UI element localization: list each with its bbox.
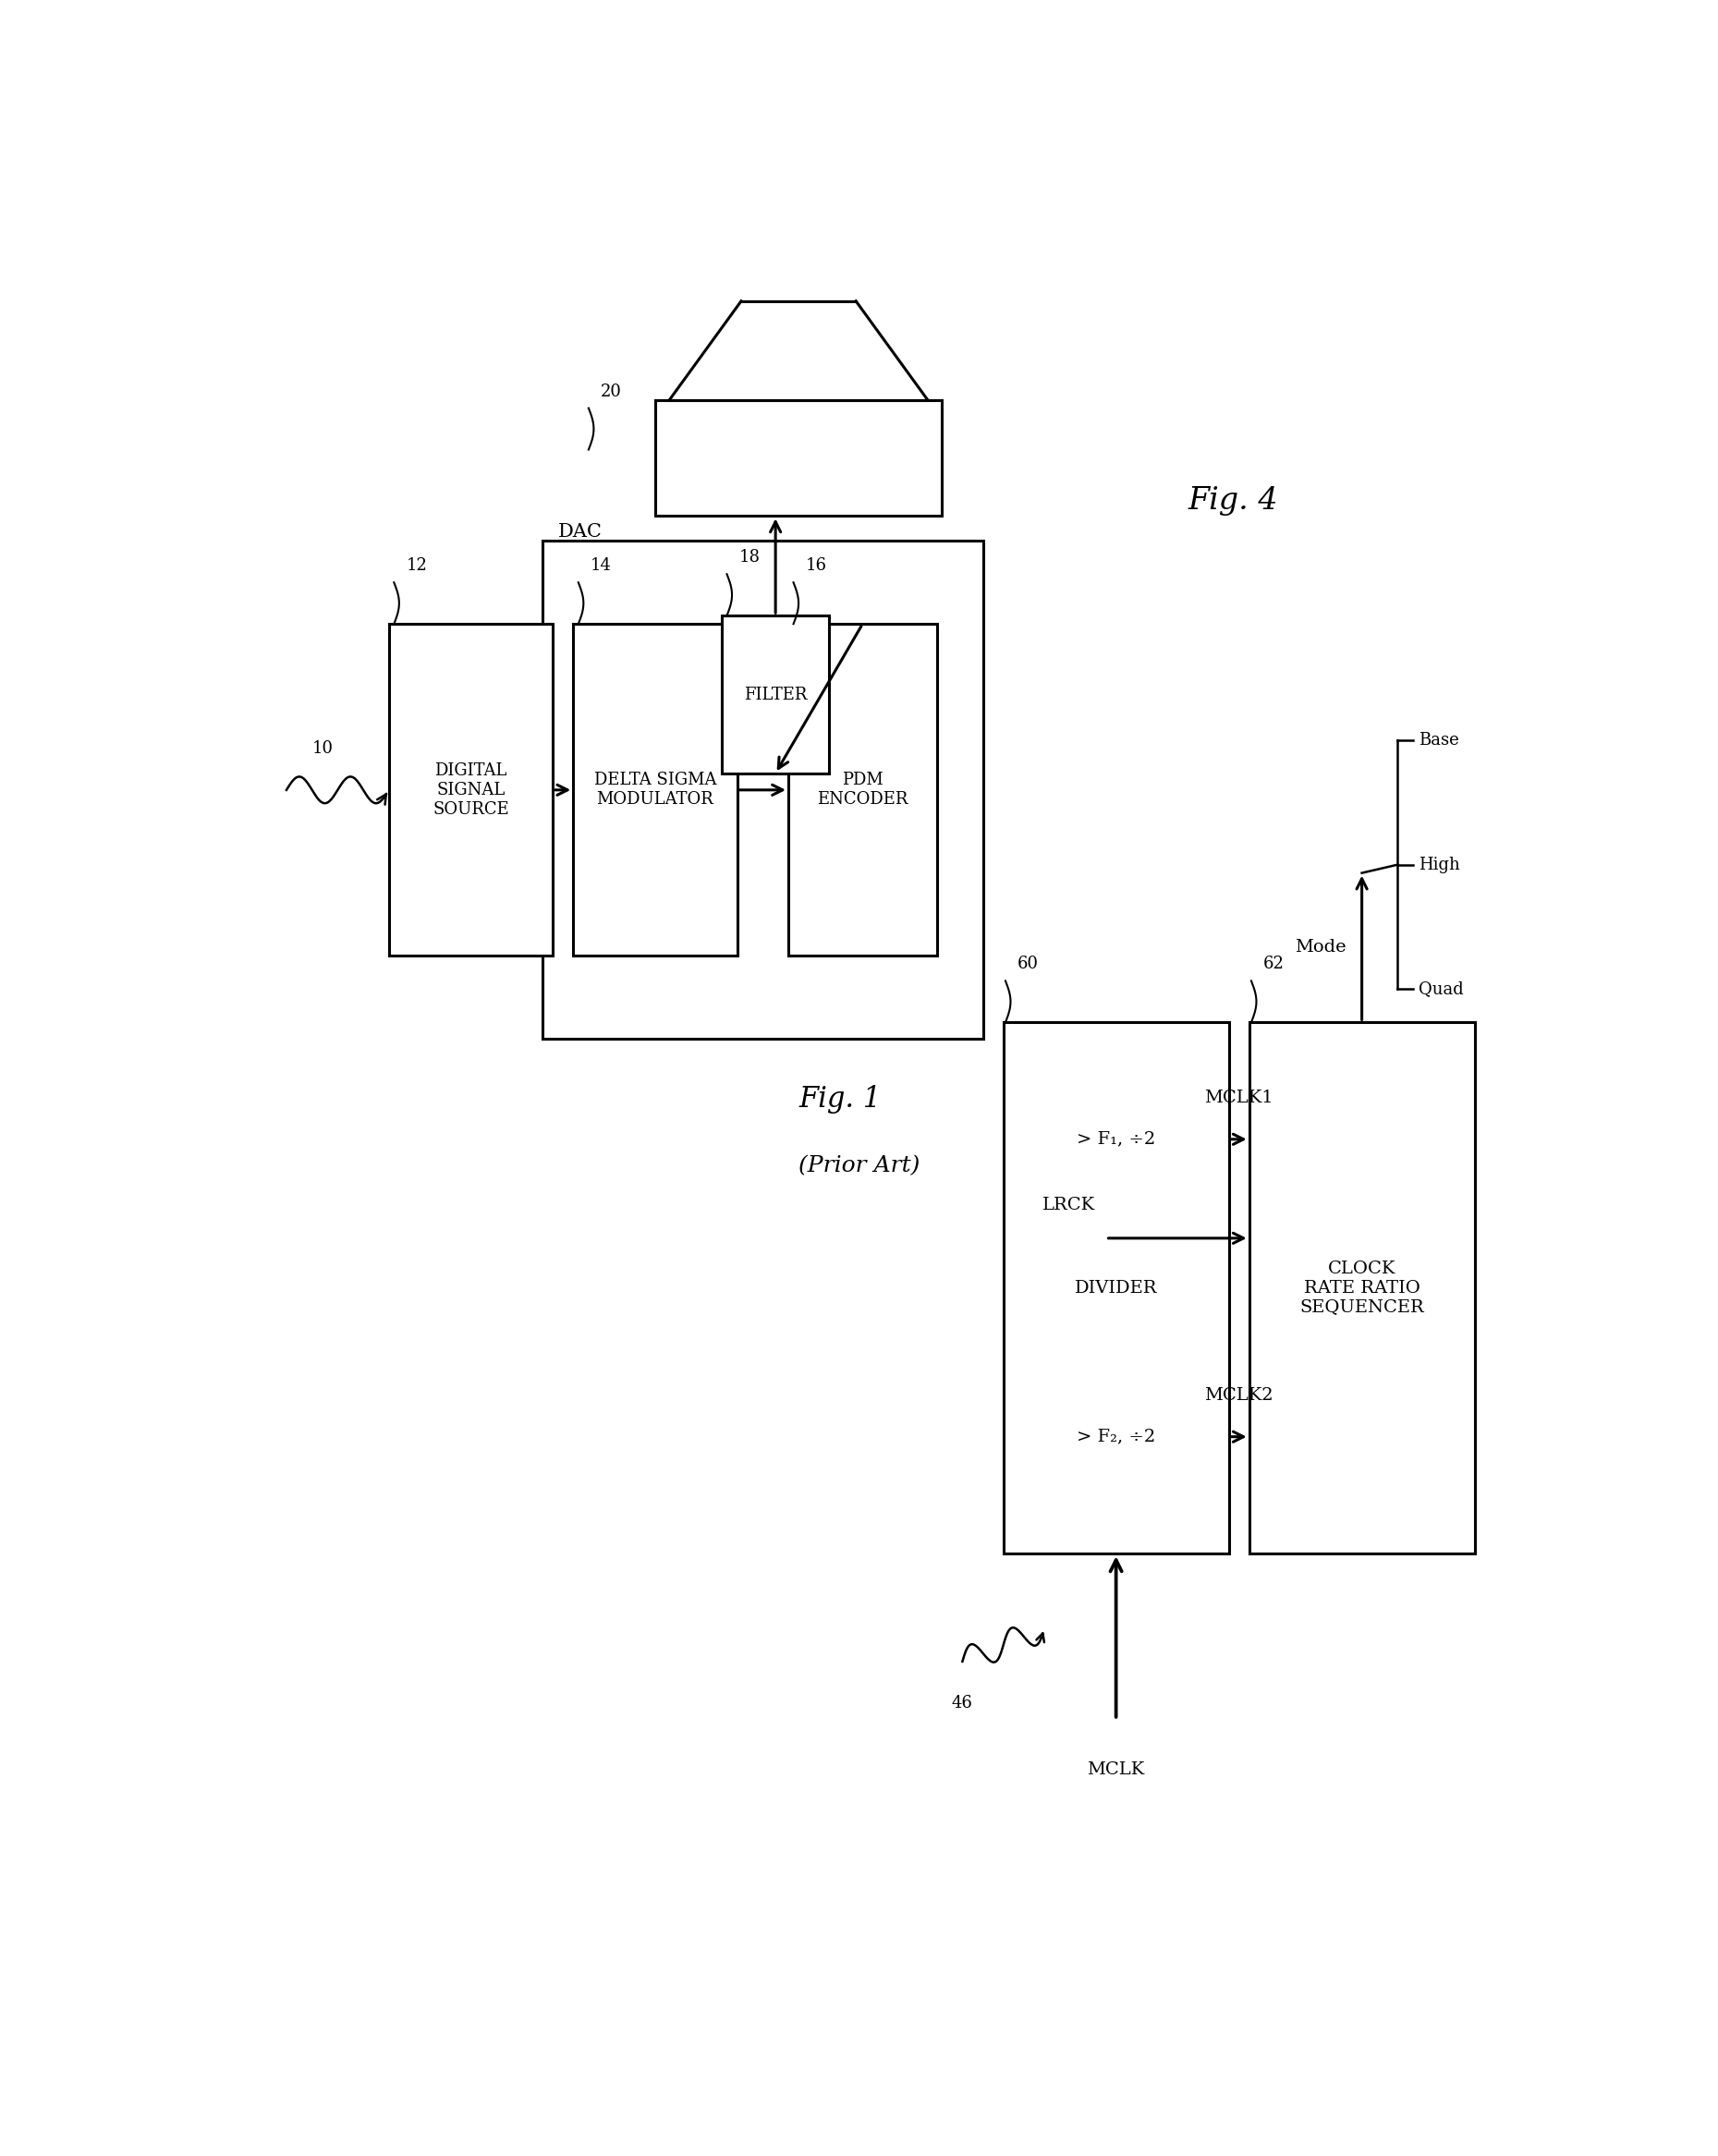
Text: 16: 16 [806,558,826,573]
Text: Base: Base [1417,731,1459,748]
Text: Quad: Quad [1417,981,1464,998]
Bar [655,399,941,515]
Bar [1249,1022,1474,1554]
Text: 18: 18 [739,550,761,565]
Bar [388,623,553,955]
Text: 46: 46 [952,1695,972,1712]
Text: High: High [1417,856,1460,873]
Text: 12: 12 [405,558,428,573]
Bar [722,617,830,774]
Bar [1003,1022,1228,1554]
Text: DAC: DAC [558,524,601,541]
Bar [789,623,936,955]
Text: MCLK2: MCLK2 [1204,1386,1273,1404]
Bar [574,623,737,955]
Text: DIGITAL
SIGNAL
SOURCE: DIGITAL SIGNAL SOURCE [433,763,509,817]
Text: 14: 14 [591,558,612,573]
Text: FILTER: FILTER [744,686,807,703]
Text: Fig. 1: Fig. 1 [799,1084,881,1115]
Text: MCLK1: MCLK1 [1204,1089,1273,1106]
Text: > F₂, ÷2: > F₂, ÷2 [1077,1429,1156,1445]
Text: 10: 10 [313,740,333,757]
Text: Mode: Mode [1295,940,1347,955]
Text: CLOCK
RATE RATIO
SEQUENCER: CLOCK RATE RATIO SEQUENCER [1299,1261,1424,1315]
Bar [543,541,983,1039]
Text: DIVIDER: DIVIDER [1075,1281,1158,1296]
Text: DELTA SIGMA
MODULATOR: DELTA SIGMA MODULATOR [594,772,716,808]
Text: (Prior Art): (Prior Art) [799,1156,919,1177]
Text: 60: 60 [1017,955,1039,972]
Text: Fig. 4: Fig. 4 [1187,487,1278,515]
Text: PDM
ENCODER: PDM ENCODER [818,772,909,808]
Text: 20: 20 [601,384,622,399]
Text: LRCK: LRCK [1043,1197,1096,1214]
Text: > F₁, ÷2: > F₁, ÷2 [1077,1132,1156,1147]
Text: 62: 62 [1263,955,1285,972]
Text: MCLK: MCLK [1087,1761,1144,1779]
